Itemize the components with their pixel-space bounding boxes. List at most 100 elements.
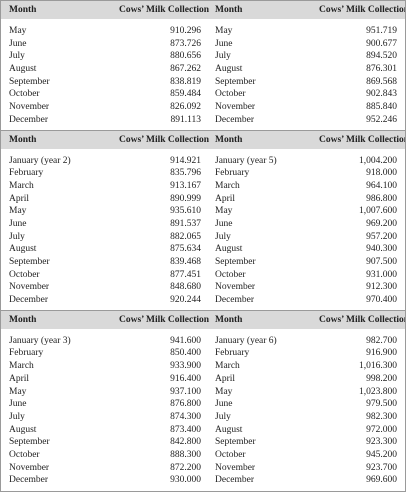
value-cell: 982.700	[366, 335, 397, 346]
header-row: Month Cows’ Milk Collection Month Cows’ Mil…	[1, 130, 405, 149]
header-cell: Month	[9, 134, 37, 145]
value-cell: 933.900	[170, 361, 201, 372]
month-cell: October	[9, 449, 40, 460]
month-cell: May	[215, 26, 233, 36]
table-row: December 891.113 December 952.246	[1, 114, 405, 127]
value-cell: 930.000	[170, 475, 201, 486]
table-row: November 848.680 November 912.300	[1, 281, 405, 294]
month-cell: July	[9, 231, 25, 242]
value-cell: 923.700	[366, 462, 397, 473]
value-cell: 876.301	[366, 64, 397, 75]
header-cell: Cows’ Milk Collection	[119, 134, 210, 145]
table-row: January (year 3) 941.600 January (year 6) 9…	[1, 335, 405, 348]
value-cell: 880.656	[170, 51, 201, 62]
value-cell: 964.100	[366, 180, 397, 191]
header-row: Month Cows’ Milk Collection Month Cows’ Mil…	[1, 310, 406, 329]
month-cell: September	[215, 76, 256, 87]
header-cell: Cows’ Milk Collection	[319, 5, 406, 15]
month-cell: November	[215, 462, 256, 473]
header-cell: Cows’ Milk Collection	[119, 5, 210, 15]
value-cell: 1,023.800	[359, 386, 397, 397]
header-cell: Cows’ Milk Collection	[319, 314, 406, 325]
header-cell: Month	[215, 5, 243, 15]
month-cell: May	[9, 386, 27, 397]
header-cell: Month	[9, 5, 37, 15]
month-cell: December	[215, 475, 255, 486]
value-cell: 902.843	[366, 89, 397, 100]
value-cell: 900.677	[366, 38, 397, 49]
table-section: Month Cows’ Milk Collection Month Cows’ Mil…	[1, 130, 405, 311]
month-cell: December	[9, 295, 49, 306]
month-cell: November	[9, 102, 50, 113]
month-cell: January (year 2)	[9, 155, 71, 166]
month-cell: August	[9, 244, 37, 255]
header-cell: Cows’ Milk Collection	[119, 314, 210, 325]
table-row: August 867.262 August 876.301	[1, 63, 405, 76]
table-section: Month Cows’ Milk Collection Month Cows’ Mil…	[1, 1, 405, 131]
month-cell: August	[215, 64, 243, 75]
header-cell: Month	[9, 314, 37, 325]
month-cell: December	[215, 114, 255, 125]
table-row: September 838.819 September 869.568	[1, 76, 405, 89]
month-cell: April	[215, 373, 236, 384]
value-cell: 969.600	[366, 475, 397, 486]
header-row: Month Cows’ Milk Collection Month Cows’ Mil…	[1, 1, 405, 19]
value-cell: 867.262	[170, 64, 201, 75]
month-cell: December	[9, 114, 49, 125]
month-cell: January (year 3)	[9, 335, 71, 346]
value-cell: 998.200	[366, 373, 397, 384]
value-cell: 1,016.300	[359, 361, 397, 372]
table-row: April 916.400 April 998.200	[1, 373, 405, 386]
table-row: October 888.300 October 945.200	[1, 449, 405, 462]
table-row: March 933.900 March 1,016.300	[1, 360, 405, 373]
value-cell: 859.484	[170, 89, 201, 100]
month-cell: July	[9, 51, 25, 62]
value-cell: 918.000	[366, 168, 397, 179]
table-section: Month Cows’ Milk Collection Month Cows’ Mil…	[1, 310, 406, 490]
month-cell: December	[215, 295, 255, 306]
month-cell: June	[215, 399, 233, 410]
month-cell: September	[9, 76, 50, 87]
value-cell: 907.500	[366, 257, 397, 267]
table-row: July 880.656 July 894.520	[1, 50, 405, 63]
value-cell: 941.600	[170, 335, 201, 346]
value-cell: 890.999	[170, 193, 201, 204]
month-cell: November	[215, 102, 256, 113]
month-cell: August	[9, 64, 37, 75]
table-row: September 839.468 September 907.500	[1, 256, 405, 269]
value-cell: 940.300	[366, 244, 397, 255]
month-cell: June	[215, 38, 233, 49]
value-cell: 835.796	[170, 168, 201, 179]
month-cell: July	[215, 51, 231, 62]
value-cell: 970.400	[366, 295, 397, 306]
value-cell: 935.610	[170, 206, 201, 217]
month-cell: April	[9, 193, 30, 204]
month-cell: December	[9, 475, 49, 486]
month-cell: February	[215, 348, 250, 359]
value-cell: 916.400	[170, 373, 201, 384]
value-cell: 937.100	[170, 386, 201, 397]
month-cell: February	[215, 168, 250, 179]
value-cell: 875.634	[170, 244, 201, 255]
table-row: October 859.484 October 902.843	[1, 88, 405, 101]
value-cell: 1,004.200	[359, 155, 397, 166]
value-cell: 913.167	[170, 180, 201, 191]
month-cell: May	[9, 206, 27, 217]
value-cell: 874.300	[170, 411, 201, 422]
table-row: May 910.296 May 951.719	[1, 25, 405, 38]
value-cell: 839.468	[170, 257, 201, 267]
month-cell: January (year 6)	[215, 335, 277, 346]
value-cell: 986.800	[366, 193, 397, 204]
value-cell: 957.200	[366, 231, 397, 242]
value-cell: 869.568	[366, 76, 397, 87]
month-cell: October	[215, 89, 246, 100]
month-cell: August	[215, 244, 243, 255]
value-cell: 850.400	[170, 348, 201, 359]
value-cell: 826.092	[170, 102, 201, 113]
value-cell: 914.921	[170, 155, 201, 166]
month-cell: May	[215, 386, 233, 397]
header-cell: Month	[215, 314, 243, 325]
month-cell: August	[9, 424, 37, 435]
value-cell: 891.113	[170, 114, 201, 125]
